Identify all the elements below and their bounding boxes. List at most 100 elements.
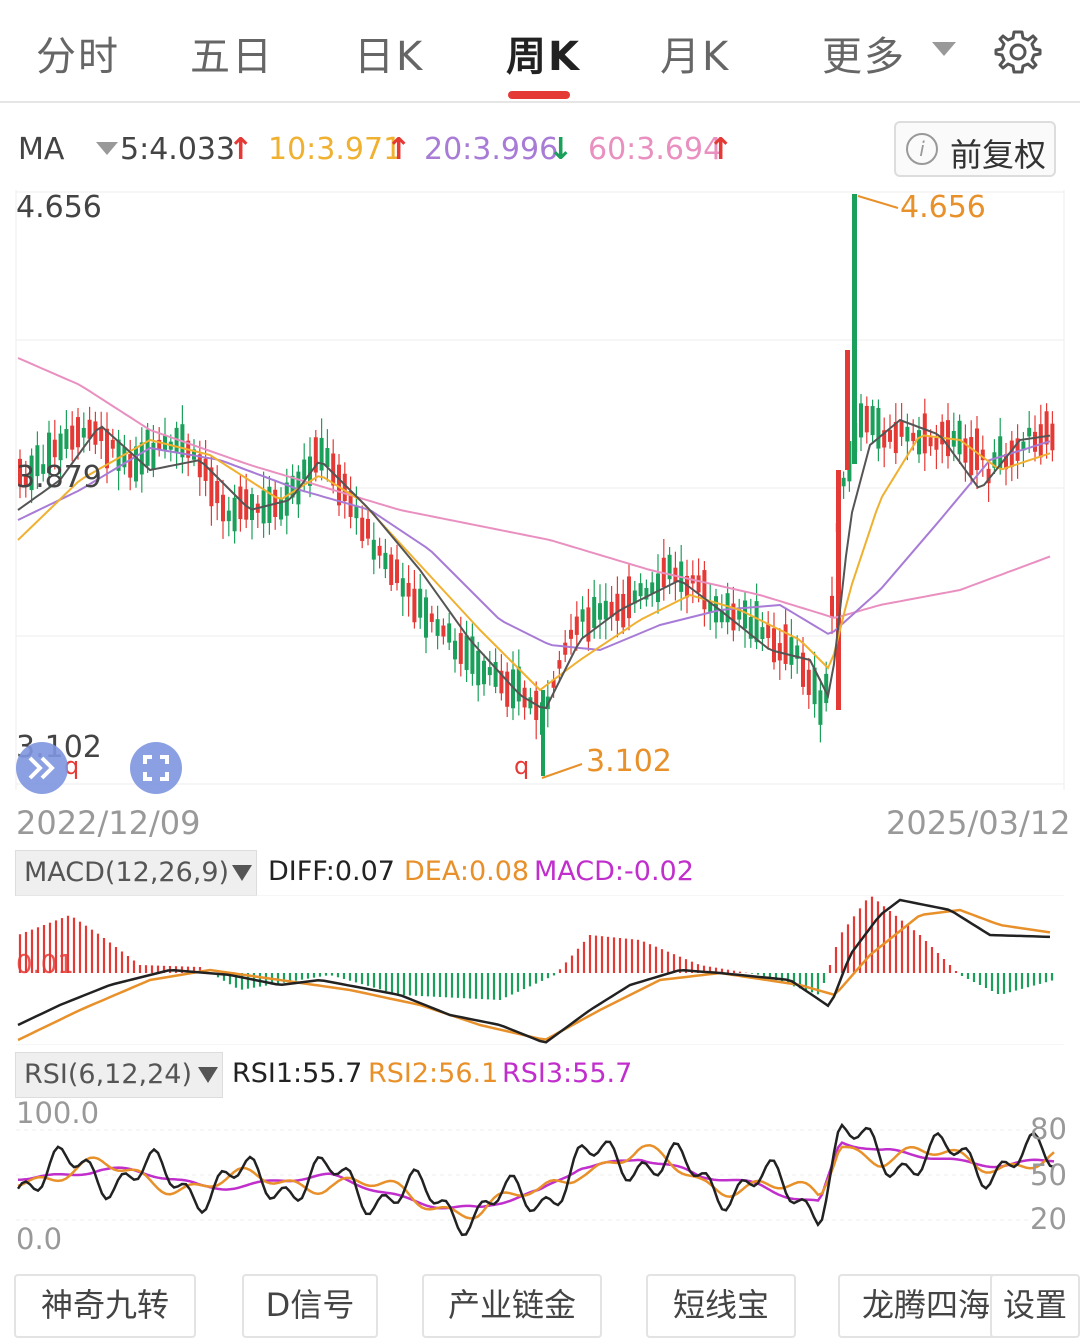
up-arrow-icon: ↑	[708, 132, 734, 167]
candle-body	[905, 426, 910, 442]
candle-body	[482, 660, 486, 685]
candle-body	[922, 413, 927, 454]
candle-body	[99, 428, 104, 441]
candle-body	[801, 652, 805, 687]
candle-body	[279, 497, 283, 520]
start-date: 2022/12/09	[16, 804, 201, 842]
candle-body	[603, 600, 608, 620]
candle-body	[899, 421, 904, 437]
candle-body	[737, 607, 742, 620]
candle-body	[1044, 411, 1049, 445]
macd-chart[interactable]	[0, 895, 1080, 1045]
candle-body	[980, 449, 985, 461]
candle-body	[424, 597, 428, 638]
candle-body	[998, 436, 1003, 468]
candle-body	[383, 552, 388, 570]
candle-body	[992, 452, 997, 468]
candle-body	[76, 417, 80, 448]
settings-button[interactable]: 设置	[990, 1274, 1080, 1338]
candle-body	[284, 482, 289, 516]
candle-body	[1033, 431, 1037, 452]
candle-body	[70, 425, 75, 450]
expand-left-button[interactable]	[16, 742, 68, 794]
end-date: 2025/03/12	[886, 804, 1071, 842]
macd-zero-label: 0.01	[16, 950, 74, 980]
rsi-selector[interactable]: RSI(6,12,24)	[15, 1052, 223, 1098]
candle-body	[621, 593, 626, 628]
candle-body	[893, 421, 898, 454]
candle-body	[812, 667, 817, 705]
rsi-bottom-label: 0.0	[16, 1222, 63, 1256]
chevron-down-icon[interactable]	[932, 42, 956, 56]
rsi-top-label: 100.0	[16, 1096, 100, 1130]
candle-body	[464, 635, 469, 670]
candle-body	[1015, 438, 1020, 461]
tab-five-day[interactable]: 五日	[190, 34, 274, 80]
candle-body	[516, 666, 521, 702]
candle-body	[551, 679, 556, 688]
candle-body	[215, 480, 220, 504]
ma-label[interactable]: MA	[18, 132, 65, 167]
tab-daily-k[interactable]: 日K	[354, 34, 425, 80]
candle-body	[418, 588, 423, 618]
candle-body	[743, 600, 747, 629]
candle-body	[969, 436, 974, 476]
candle-body	[638, 583, 643, 597]
candle-body	[476, 650, 481, 686]
tab-monthly-k[interactable]: 月K	[660, 34, 731, 80]
tab-more[interactable]: 更多	[822, 34, 906, 80]
candle-body	[580, 609, 585, 622]
industry-chain-button[interactable]: 产业链金	[422, 1274, 602, 1338]
candle-body	[1004, 454, 1008, 470]
low-marker-label: 3.102	[586, 744, 672, 779]
candle-body	[302, 459, 307, 480]
candle-body	[957, 420, 962, 455]
gear-icon[interactable]	[994, 28, 1042, 76]
candle-body	[429, 613, 434, 622]
candle-body	[226, 510, 231, 522]
d-signal-button[interactable]: D信号	[242, 1274, 378, 1338]
candle-body	[702, 570, 707, 610]
candle-body	[783, 624, 788, 664]
ma20-line	[17, 440, 1051, 652]
candle-body	[1038, 424, 1043, 458]
tab-weekly-k[interactable]: 周K	[506, 34, 581, 80]
candle-body	[830, 595, 834, 618]
candle-body	[917, 430, 921, 455]
candle-body	[197, 454, 202, 478]
candle-body	[563, 642, 568, 655]
candle-body	[331, 453, 336, 486]
candle-body	[342, 473, 347, 502]
diff-line	[17, 898, 1051, 1044]
candle-body	[650, 582, 655, 594]
macd-selector[interactable]: MACD(12,26,9)	[15, 850, 257, 896]
candlestick-chart[interactable]	[0, 190, 1080, 810]
fullscreen-button[interactable]	[130, 742, 182, 794]
candle-body	[412, 588, 417, 623]
candle-body	[371, 539, 376, 560]
adjust-button[interactable]: i 前复权	[894, 121, 1056, 177]
candle-body	[41, 464, 46, 474]
candle-body	[598, 603, 602, 620]
candle-body	[441, 625, 446, 637]
macd-dea: DEA:0.08	[404, 856, 530, 887]
candle-body	[586, 607, 591, 642]
short-term-button[interactable]: 短线宝	[646, 1274, 796, 1338]
candle-body	[377, 545, 382, 556]
magic-nine-turns-button[interactable]: 神奇九转	[14, 1274, 196, 1338]
candle-body	[841, 477, 846, 487]
candle-body	[882, 430, 887, 448]
macd-diff: DIFF:0.07	[268, 856, 395, 887]
candle-body	[731, 603, 736, 631]
candle-body	[1021, 441, 1026, 451]
candle-body	[766, 624, 771, 638]
up-arrow-icon: ↑	[228, 132, 254, 167]
rsi-chart[interactable]	[0, 1100, 1080, 1260]
chevron-down-icon[interactable]	[96, 142, 118, 155]
tab-intraday[interactable]: 分时	[36, 34, 120, 80]
dragon-button[interactable]: 龙腾四海	[838, 1274, 1014, 1338]
candle-body	[986, 468, 991, 484]
candle-body	[221, 494, 225, 522]
rsi2-line	[17, 1144, 1055, 1220]
candle-body	[64, 429, 69, 449]
